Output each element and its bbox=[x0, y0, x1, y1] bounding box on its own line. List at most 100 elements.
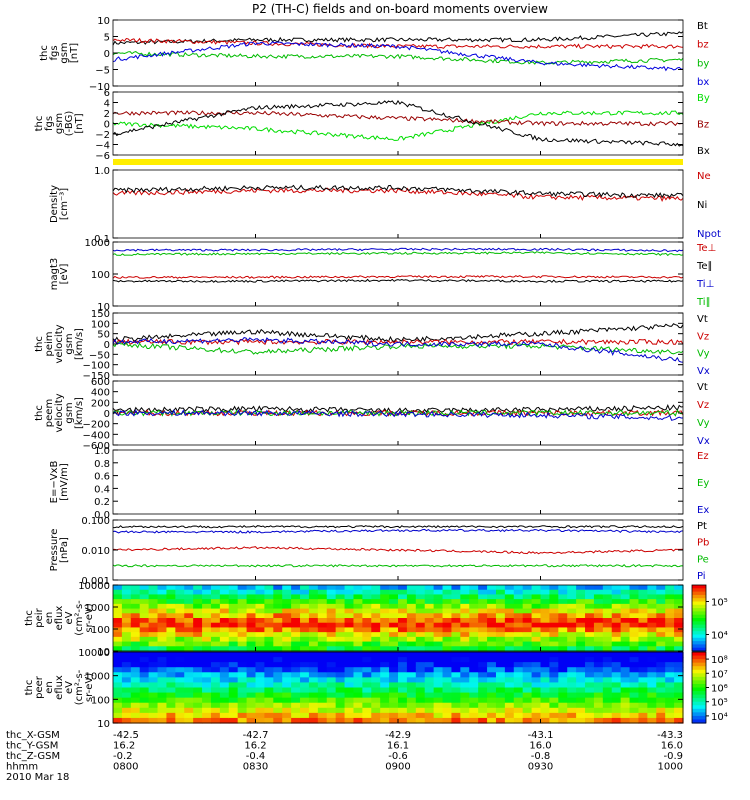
spectrogram-cell bbox=[433, 717, 444, 724]
spectrogram-cell bbox=[210, 646, 221, 652]
spectrogram-cell bbox=[255, 672, 266, 678]
spectrogram-cell bbox=[460, 613, 470, 619]
spectrogram-cell bbox=[513, 692, 524, 699]
spectrogram-cell bbox=[210, 712, 221, 719]
spectrogram-cell bbox=[210, 697, 221, 704]
spectrogram-cell bbox=[282, 636, 292, 643]
spectrogram-cell bbox=[540, 672, 551, 678]
spectrogram-cell bbox=[344, 667, 355, 673]
spectrogram-cell bbox=[522, 697, 533, 704]
spectrogram-cell bbox=[380, 702, 390, 709]
spectrogram-cell bbox=[300, 594, 310, 600]
spectrogram-cell bbox=[148, 692, 159, 699]
spectrogram-cell bbox=[202, 662, 212, 668]
spectrogram-cell bbox=[424, 667, 435, 673]
spectrogram-cell bbox=[121, 707, 132, 714]
spectrogram-cell bbox=[273, 652, 283, 658]
spectrogram-cell bbox=[282, 697, 292, 704]
spectrogram-cell bbox=[326, 613, 337, 619]
y-tick-label: −2 bbox=[95, 130, 110, 141]
spectrogram-cell bbox=[585, 662, 595, 668]
spectrogram-cell bbox=[460, 692, 470, 699]
spectrogram-cell bbox=[558, 622, 568, 629]
spectrogram-cell bbox=[130, 599, 141, 605]
spectrogram-cell bbox=[184, 594, 194, 600]
spectrogram-cell bbox=[389, 682, 399, 689]
legend-bx: bx bbox=[697, 77, 709, 88]
spectrogram-cell bbox=[202, 622, 212, 629]
spectrogram-cell bbox=[389, 585, 399, 591]
y-axis-label-line: sr-eV) bbox=[84, 603, 95, 632]
spectrogram-cell bbox=[593, 717, 604, 724]
series-group-peim bbox=[112, 323, 684, 363]
spectrogram-cell bbox=[300, 657, 310, 663]
spectrogram-cell bbox=[362, 672, 372, 678]
legend-Ti⊥: Ti⊥ bbox=[696, 279, 714, 290]
spectrogram-cell bbox=[291, 636, 301, 643]
spectrogram-cell bbox=[585, 613, 595, 619]
spectrogram-cell bbox=[353, 599, 363, 605]
spectrogram-cell bbox=[255, 594, 266, 600]
spectrogram-cell bbox=[139, 717, 150, 724]
legend-Bx: Bx bbox=[697, 146, 710, 157]
spectrogram-cell bbox=[255, 652, 266, 658]
spectrogram-cell bbox=[246, 657, 257, 663]
spectrogram-cell bbox=[531, 697, 542, 704]
spectrogram-cell bbox=[656, 672, 666, 678]
spectrogram-cell bbox=[406, 692, 417, 699]
spectrogram-cell bbox=[424, 662, 435, 668]
y-tick-label: −5 bbox=[95, 66, 110, 77]
spectrogram-cell bbox=[210, 603, 221, 610]
spectrogram-cell bbox=[255, 682, 266, 689]
spectrogram-cell bbox=[442, 667, 453, 673]
spectrogram-cell bbox=[629, 702, 640, 709]
spectrogram-cell bbox=[674, 672, 684, 678]
spectrogram-cell bbox=[549, 613, 559, 619]
spectrogram-cell bbox=[362, 667, 372, 673]
spectrogram-cell bbox=[202, 613, 212, 619]
spectrogram-cell bbox=[487, 677, 497, 684]
series-line-Vt bbox=[112, 323, 684, 343]
spectrogram-cell bbox=[656, 646, 666, 652]
spectrogram-cell bbox=[237, 687, 248, 694]
spectrogram-cell bbox=[228, 632, 239, 638]
spectrogram-cell bbox=[567, 613, 577, 619]
spectrogram-cell bbox=[308, 589, 319, 596]
spectrogram-cell bbox=[273, 692, 283, 699]
spectrogram-cell bbox=[406, 707, 417, 714]
y-axis-label-line: (cm²-s- bbox=[74, 669, 85, 705]
spectrogram-cell bbox=[219, 657, 230, 663]
spectrogram-cell bbox=[291, 667, 301, 673]
spectrogram-cell bbox=[335, 662, 346, 668]
spectrogram-cell bbox=[130, 594, 141, 600]
spectrogram-cell bbox=[157, 632, 168, 638]
spectrogram-cell bbox=[121, 672, 132, 678]
spectrogram-cell bbox=[576, 717, 586, 724]
spectrogram-cell bbox=[113, 657, 123, 663]
x-axis-row-label: thc_Y-GSM bbox=[6, 741, 58, 752]
spectrogram-cell bbox=[478, 682, 488, 689]
spectrogram-cell bbox=[558, 613, 568, 619]
y-tick-label: 150 bbox=[91, 309, 110, 320]
y-tick-label: −6 bbox=[95, 151, 110, 162]
spectrogram-cell bbox=[184, 652, 194, 658]
spectrogram-cell bbox=[139, 603, 150, 610]
spectrogram-cell bbox=[157, 589, 168, 596]
spectrogram-cell bbox=[433, 657, 444, 663]
spectrogram-cell bbox=[273, 717, 283, 724]
spectrogram-cell bbox=[202, 712, 212, 719]
spectrogram-cell bbox=[406, 589, 417, 596]
spectrogram-cell bbox=[504, 636, 515, 643]
spectrogram-cell bbox=[504, 618, 515, 624]
spectrogram-cell bbox=[326, 662, 337, 668]
spectrogram-cell bbox=[398, 599, 408, 605]
spectrogram-cell bbox=[406, 662, 417, 668]
spectrogram-cell bbox=[406, 652, 417, 658]
spectrogram-cell bbox=[335, 636, 346, 643]
spectrogram-cell bbox=[130, 672, 141, 678]
colorbar-cell bbox=[692, 683, 706, 689]
spectrogram-cell bbox=[193, 657, 203, 663]
spectrogram-cell bbox=[451, 585, 461, 591]
spectrogram-cell bbox=[478, 672, 488, 678]
spectrogram-cell bbox=[567, 697, 577, 704]
